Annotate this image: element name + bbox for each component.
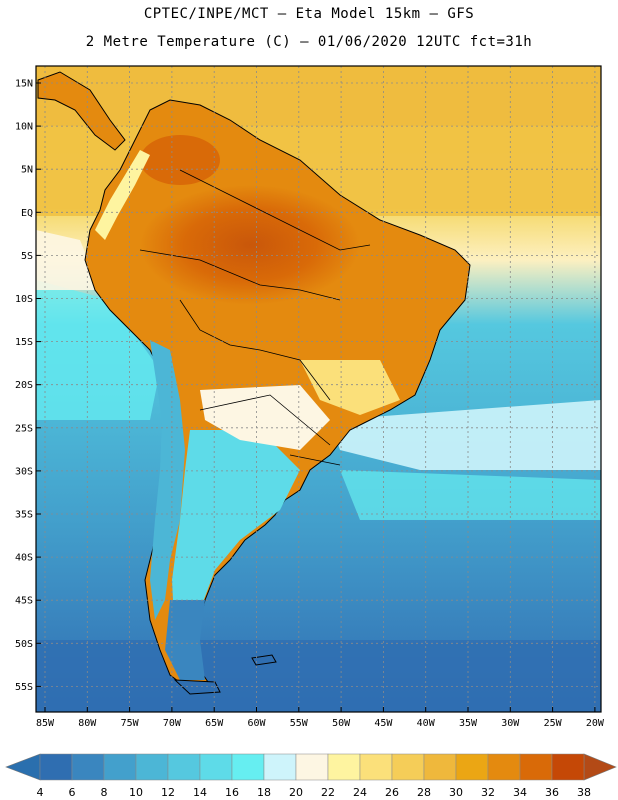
colorbar-cell: [39, 753, 73, 781]
lon-label-60W: 60W: [247, 718, 266, 729]
colorbar-label: 24: [353, 786, 367, 799]
colorbar-low-arrow: [5, 753, 41, 781]
lat-label-5N: 5N: [21, 165, 33, 176]
colorbar-cell: [455, 753, 489, 781]
colorbar-label: 34: [513, 786, 527, 799]
tierra-del-fuego: [173, 679, 221, 695]
lon-label-35W: 35W: [459, 718, 478, 729]
lat-label-25S: 25S: [15, 423, 33, 434]
colorbar-cell: [391, 753, 425, 781]
caribbean-band: [36, 66, 601, 126]
southeast-brazil: [300, 360, 400, 415]
colorbar-label: 28: [417, 786, 431, 799]
map-gridlines: [36, 66, 601, 712]
lon-label-20W: 20W: [586, 718, 605, 729]
central-america: [37, 71, 126, 151]
colorbar-label: 32: [481, 786, 495, 799]
chart-title-line2: 2 Metre Temperature (C) – 01/06/2020 12U…: [85, 34, 533, 50]
colorbar-cell: [199, 753, 233, 781]
colorbar-cell: [551, 753, 585, 781]
latitude-axis: 15N 10N 5N EQ 5S 10S 15S 20S 25S 30S 35S 40S 45S 50S 5…: [15, 79, 41, 693]
colorbar-label: 4: [37, 786, 44, 799]
lon-label-40W: 40W: [417, 718, 436, 729]
colorbar-label: 10: [129, 786, 143, 799]
lon-label-65W: 65W: [205, 718, 224, 729]
lat-label-50S: 50S: [15, 639, 33, 650]
lat-label-40S: 40S: [15, 553, 33, 564]
colorbar: 4 6 8 10 12 14 16 18 20 22 24 26 28 30 32 34 36 38: [5, 753, 617, 799]
colorbar-label: 12: [161, 786, 175, 799]
patagonia-south: [165, 600, 205, 680]
lon-label-55W: 55W: [290, 718, 309, 729]
colorbar-label: 26: [385, 786, 399, 799]
colorbar-label: 20: [289, 786, 303, 799]
pacific-equatorial: [36, 230, 100, 290]
lat-label-55S: 55S: [15, 682, 33, 693]
amazon-hot-core: [140, 185, 360, 305]
lat-label-10S: 10S: [15, 294, 33, 305]
colorbar-label: 38: [577, 786, 591, 799]
lat-label-35S: 35S: [15, 510, 33, 521]
llanos-hot-area: [140, 135, 220, 185]
lat-label-5S: 5S: [21, 251, 33, 262]
map-field: [36, 66, 601, 712]
colorbar-cell: [327, 753, 361, 781]
southern-cone: [172, 430, 300, 650]
colorbar-label: 6: [69, 786, 76, 799]
lat-label-30S: 30S: [15, 466, 33, 477]
lon-label-45W: 45W: [374, 718, 393, 729]
colorbar-label: 18: [257, 786, 271, 799]
lat-label-45S: 45S: [15, 596, 33, 607]
map-frame: [35, 65, 602, 713]
colorbar-cell: [519, 753, 553, 781]
country-borders: [139, 169, 371, 466]
lon-label-70W: 70W: [163, 718, 182, 729]
colorbar-cell: [167, 753, 201, 781]
lon-label-50W: 50W: [332, 718, 351, 729]
lon-label-75W: 75W: [121, 718, 140, 729]
colorbar-cell: [487, 753, 521, 781]
central-andes: [150, 340, 185, 620]
southern-ocean: [36, 640, 601, 712]
lon-label-85W: 85W: [36, 718, 55, 729]
colorbar-cell: [359, 753, 393, 781]
colorbar-label: 22: [321, 786, 335, 799]
colorbar-high-arrow: [583, 753, 617, 781]
colorbar-cell: [231, 753, 265, 781]
lat-label-15N: 15N: [15, 79, 33, 90]
colorbar-label: 14: [193, 786, 207, 799]
colorbar-cell: [135, 753, 169, 781]
colorbar-label: 30: [449, 786, 463, 799]
south-atlantic-band: [340, 470, 601, 520]
chart-title-line1: CPTEC/INPE/MCT – Eta Model 15km – GFS: [143, 6, 475, 22]
colorbar-cell: [103, 753, 137, 781]
colorbar-cell: [423, 753, 457, 781]
colorbar-cell: [295, 753, 329, 781]
lon-label-30W: 30W: [501, 718, 520, 729]
colorbar-label: 36: [545, 786, 559, 799]
colorbar-label: 16: [225, 786, 239, 799]
lat-label-10N: 10N: [15, 122, 33, 133]
falkland-islands: [251, 654, 277, 666]
longitude-axis: 85W 80W 75W 70W 65W 60W 55W 50W 45W 40W 35W 30W 25W 2…: [36, 707, 605, 729]
colorbar-cell: [71, 753, 105, 781]
lat-label-15S: 15S: [15, 337, 33, 348]
lon-label-25W: 25W: [544, 718, 563, 729]
lat-label-20S: 20S: [15, 380, 33, 391]
lon-label-80W: 80W: [78, 718, 97, 729]
northern-andes: [95, 150, 150, 240]
lat-label-EQ: EQ: [21, 208, 33, 219]
colorbar-cell: [263, 753, 297, 781]
chaco-region: [200, 385, 330, 450]
colorbar-label: 8: [101, 786, 108, 799]
subtropical-atlantic: [330, 400, 601, 470]
